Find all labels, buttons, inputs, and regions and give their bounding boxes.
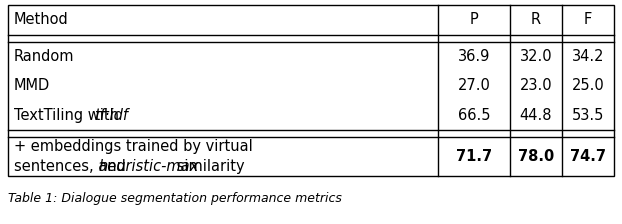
Text: similarity: similarity bbox=[172, 159, 244, 174]
Text: 27.0: 27.0 bbox=[458, 78, 490, 93]
Text: 53.5: 53.5 bbox=[572, 108, 604, 123]
Text: 66.5: 66.5 bbox=[458, 108, 490, 123]
Text: F: F bbox=[584, 13, 592, 28]
Text: 32.0: 32.0 bbox=[520, 49, 552, 64]
Text: Table 1: Dialogue segmentation performance metrics: Table 1: Dialogue segmentation performan… bbox=[8, 192, 342, 205]
Text: 23.0: 23.0 bbox=[520, 78, 552, 93]
Text: TextTiling with: TextTiling with bbox=[14, 108, 124, 123]
Text: Method: Method bbox=[14, 13, 69, 28]
Bar bbox=[8, 5, 614, 176]
Text: heuristic-max: heuristic-max bbox=[98, 159, 198, 174]
Text: 71.7: 71.7 bbox=[456, 149, 492, 164]
Text: + embeddings trained by virtual: + embeddings trained by virtual bbox=[14, 139, 253, 154]
Text: tf·idf: tf·idf bbox=[94, 108, 128, 123]
Text: 78.0: 78.0 bbox=[518, 149, 554, 164]
Text: 36.9: 36.9 bbox=[458, 49, 490, 64]
Text: 34.2: 34.2 bbox=[572, 49, 604, 64]
Text: P: P bbox=[470, 13, 478, 28]
Text: sentences, and: sentences, and bbox=[14, 159, 131, 174]
Text: 25.0: 25.0 bbox=[572, 78, 605, 93]
Text: 44.8: 44.8 bbox=[520, 108, 552, 123]
Text: 74.7: 74.7 bbox=[570, 149, 606, 164]
Text: Random: Random bbox=[14, 49, 75, 64]
Text: MMD: MMD bbox=[14, 78, 50, 93]
Text: R: R bbox=[531, 13, 541, 28]
